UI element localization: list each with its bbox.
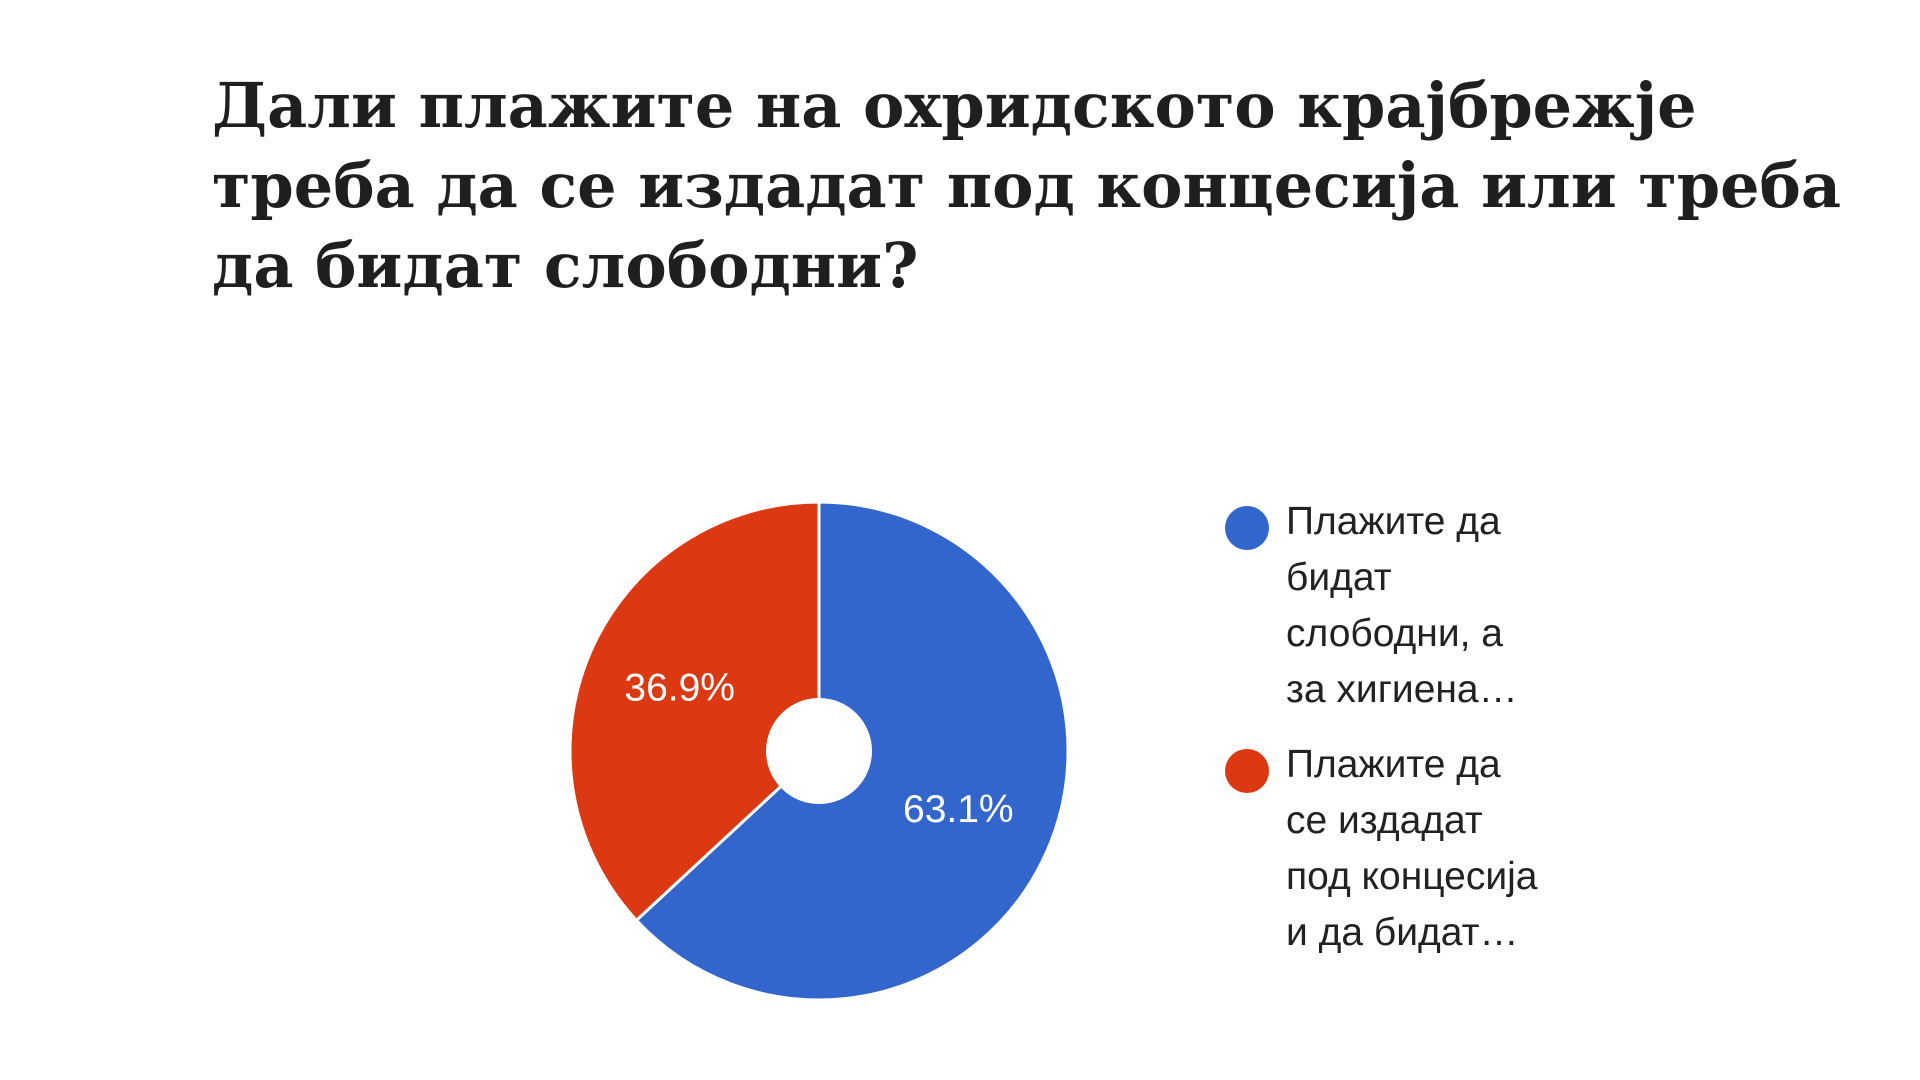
legend-swatch-icon [1225, 749, 1269, 793]
slice-value-label-1: 63.1% [903, 788, 1014, 831]
chart-title: Дали плажите на охридското крајбрежје тр… [212, 69, 1842, 302]
donut-hole [766, 698, 872, 804]
legend-swatch-icon [1225, 506, 1269, 550]
slice-value-label-2: 36.9% [624, 666, 735, 709]
pie-slice-2 [568, 500, 821, 923]
legend-label: Плажите да се издадат под концесија и да… [1286, 743, 1538, 954]
legend-item: Плажите да бидат слободни, а за хигиена… [1224, 494, 1604, 718]
legend-label: Плажите да бидат слободни, а за хигиена… [1286, 500, 1518, 711]
chart-legend: Плажите да бидат слободни, а за хигиена…… [1224, 494, 1604, 980]
legend-item: Плажите да се издадат под концесија и да… [1224, 737, 1604, 961]
